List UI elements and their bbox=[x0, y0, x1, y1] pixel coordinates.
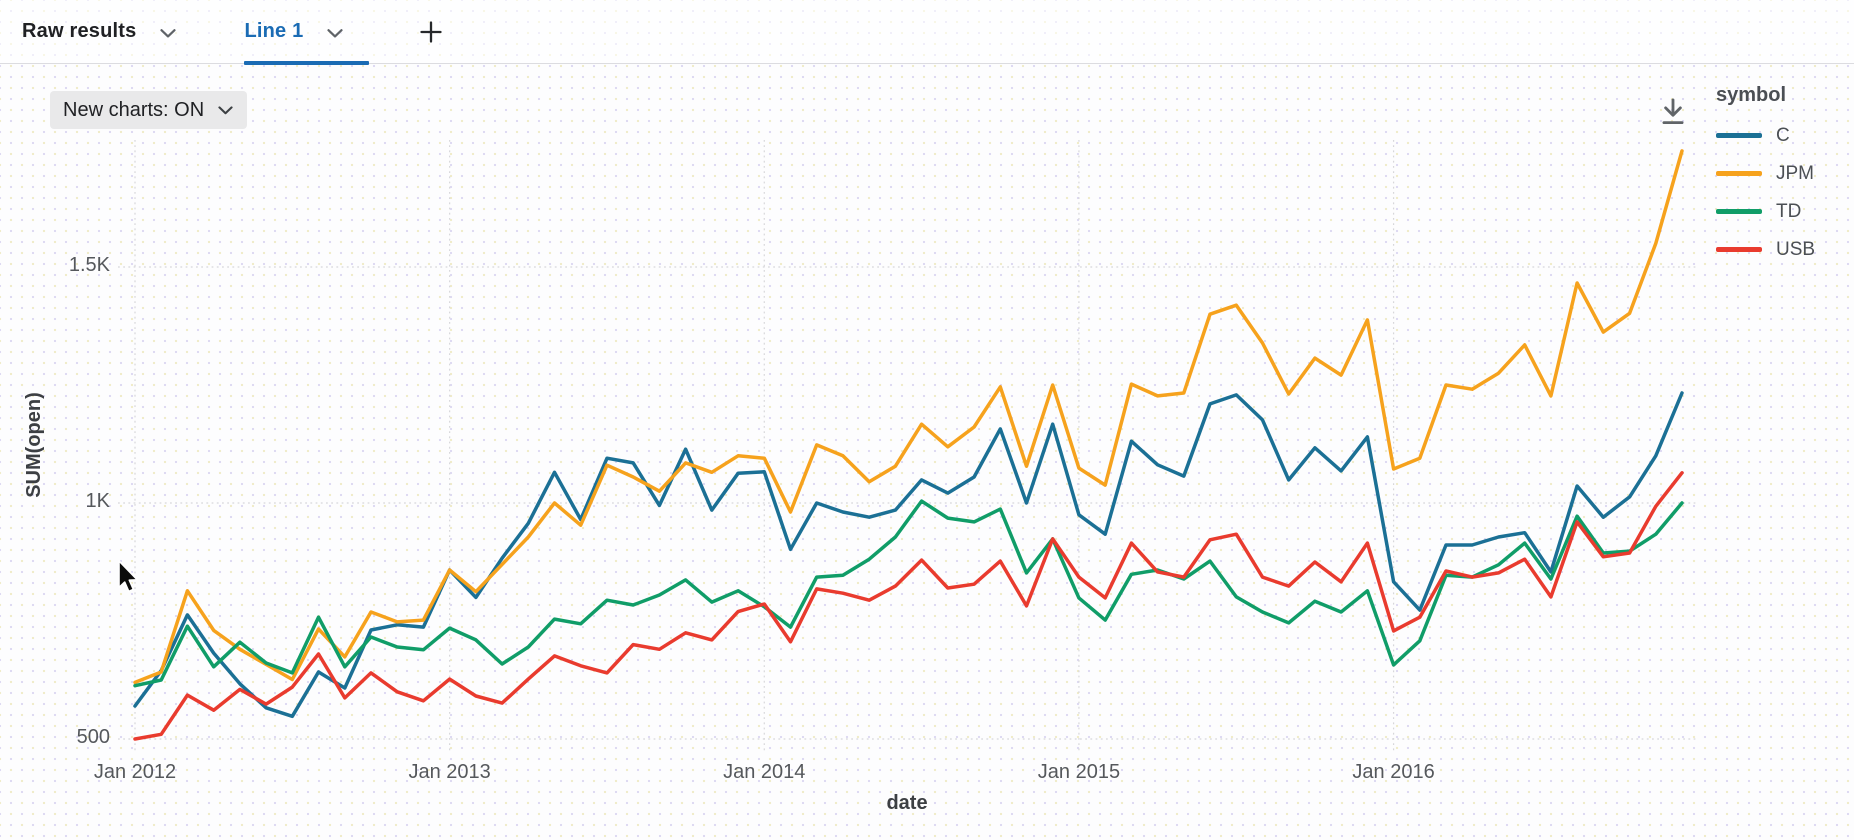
series-line-td bbox=[133, 499, 1684, 688]
mouse-cursor bbox=[118, 560, 139, 593]
x-axis-title: date bbox=[886, 792, 928, 814]
tab-raw-results[interactable]: Raw results bbox=[22, 0, 202, 64]
tab-bar: Raw results Line 1 bbox=[0, 0, 1854, 65]
legend-swatch bbox=[1716, 209, 1762, 214]
chevron-down-icon bbox=[160, 28, 177, 38]
chart-legend: symbol C JPM TD USB bbox=[1716, 84, 1815, 276]
download-icon bbox=[1662, 98, 1684, 125]
series-line-c bbox=[133, 391, 1684, 719]
legend-label: C bbox=[1776, 124, 1790, 146]
new-charts-toggle[interactable]: New charts: ON bbox=[50, 91, 248, 129]
legend-swatch bbox=[1716, 133, 1762, 138]
tab-line-1-label: Line 1 bbox=[244, 20, 304, 42]
new-charts-toggle-label: New charts: ON bbox=[63, 98, 205, 121]
legend-item-jpm[interactable]: JPM bbox=[1716, 162, 1815, 185]
legend-label: TD bbox=[1776, 200, 1802, 222]
chart-gridlines bbox=[118, 140, 1698, 753]
tab-line-1[interactable]: Line 1 bbox=[244, 0, 370, 65]
series-line-usb bbox=[133, 471, 1684, 741]
chevron-down-icon bbox=[327, 28, 344, 38]
legend-title: symbol bbox=[1716, 84, 1787, 106]
legend-item-usb[interactable]: USB bbox=[1716, 238, 1815, 261]
tab-raw-results-label: Raw results bbox=[22, 20, 137, 42]
chart-series-lines bbox=[133, 149, 1684, 741]
legend-label: JPM bbox=[1776, 162, 1814, 184]
download-chart-button[interactable] bbox=[1652, 92, 1694, 134]
legend-item-c[interactable]: C bbox=[1716, 124, 1815, 147]
legend-swatch bbox=[1716, 247, 1762, 252]
add-chart-button[interactable] bbox=[409, 10, 453, 54]
chevron-down-icon bbox=[218, 105, 233, 114]
legend-swatch bbox=[1716, 171, 1762, 176]
series-line-jpm bbox=[133, 149, 1684, 685]
y-axis-title: SUM(open) bbox=[23, 392, 45, 498]
legend-label: USB bbox=[1776, 238, 1816, 260]
legend-item-td[interactable]: TD bbox=[1716, 200, 1815, 223]
plus-icon bbox=[420, 20, 443, 43]
